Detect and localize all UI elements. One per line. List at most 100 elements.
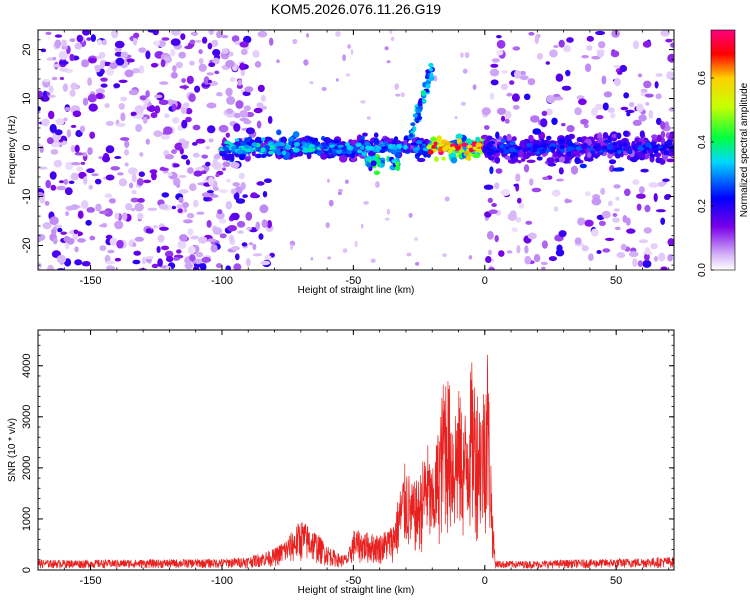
heatmap-cell	[99, 224, 107, 228]
heatmap-cell	[236, 150, 244, 155]
heatmap-cell	[185, 116, 192, 123]
heatmap-cell	[134, 203, 144, 212]
heatmap-cell	[86, 207, 95, 213]
heatmap-cell	[195, 138, 206, 144]
heatmap-cell	[95, 203, 102, 212]
heatmap-cell	[198, 236, 208, 244]
heatmap-cell	[394, 83, 399, 90]
heatmap-cell	[624, 188, 631, 197]
heatmap-cell	[133, 32, 140, 39]
heatmap-cell	[384, 217, 390, 221]
heatmap-cell	[275, 142, 281, 147]
heatmap-cell	[488, 148, 495, 153]
heatmap-cell	[87, 147, 93, 156]
heatmap-cell	[488, 209, 498, 214]
heatmap-cell	[636, 193, 646, 199]
heatmap-cell	[496, 39, 506, 49]
heatmap-cell	[38, 143, 41, 147]
heatmap-cell	[525, 220, 533, 225]
heatmap-cell	[208, 30, 215, 36]
heatmap-cell	[216, 92, 223, 97]
heatmap-cell	[568, 133, 575, 140]
heatmap-cell	[365, 157, 372, 162]
heatmap-cell	[644, 147, 651, 151]
heatmap-cell	[612, 144, 617, 150]
heatmap-cell	[615, 196, 620, 201]
heatmap-cell	[648, 182, 659, 188]
heatmap-cell	[238, 172, 245, 180]
heatmap-cell	[52, 227, 58, 231]
heatmap-cell	[506, 250, 513, 254]
heatmap-cell	[314, 141, 321, 146]
heatmap-cell	[157, 234, 165, 243]
heatmap-cell	[233, 123, 241, 132]
heatmap-cell	[222, 146, 229, 151]
heatmap-cell	[118, 178, 128, 187]
heatmap-cell	[660, 266, 668, 270]
heatmap-cell	[66, 129, 72, 138]
heatmap-cell	[613, 208, 620, 212]
heatmap-cell	[167, 172, 173, 177]
heatmap-cell	[194, 85, 201, 93]
heatmap-cell	[219, 189, 228, 194]
heatmap-cell	[114, 40, 125, 49]
heatmap-cell	[206, 72, 214, 76]
heatmap-cell	[596, 250, 602, 254]
heatmap-cell	[408, 212, 413, 218]
heatmap-cell	[541, 110, 548, 117]
heatmap-cell	[386, 60, 391, 64]
heatmap-cell	[234, 186, 243, 195]
heatmap-cell	[496, 107, 507, 115]
heatmap-cell	[662, 178, 670, 182]
heatmap-cell	[120, 96, 128, 102]
heatmap-cell	[608, 159, 617, 165]
heatmap-cell	[601, 145, 608, 151]
heatmap-cell	[50, 149, 59, 155]
heatmap-cell	[212, 158, 219, 168]
heatmap-cell	[421, 98, 427, 103]
heatmap-cell	[134, 236, 144, 242]
heatmap-cell	[558, 39, 565, 48]
heatmap-cell	[82, 97, 89, 106]
heatmap-cell	[260, 147, 266, 153]
heatmap-cell	[491, 203, 497, 207]
heatmap-cell	[205, 161, 211, 167]
heatmap-cell	[133, 115, 143, 119]
heatmap-cell	[433, 75, 438, 82]
heatmap-cell	[580, 118, 589, 125]
heatmap-cell	[660, 121, 666, 130]
heatmap-cell	[516, 245, 521, 254]
heatmap-cell	[522, 154, 530, 160]
heatmap-cell	[245, 127, 255, 135]
heatmap-cell	[177, 240, 187, 250]
heatmap-cell	[216, 263, 223, 269]
heatmap-cell	[430, 137, 437, 142]
heatmap-cell	[292, 147, 300, 153]
heatmap-cell	[486, 135, 493, 141]
heatmap-cell	[133, 250, 141, 256]
heatmap-cell	[384, 46, 389, 51]
heatmap-cell	[298, 150, 304, 157]
heatmap-cell	[523, 164, 530, 173]
heatmap-cell	[506, 92, 513, 97]
heatmap-cell	[661, 137, 666, 147]
heatmap-cell	[325, 222, 330, 229]
heatmap-cell	[241, 242, 248, 247]
heatmap-cell	[632, 258, 638, 267]
heatmap-cell	[454, 145, 461, 150]
heatmap-cell	[514, 70, 522, 79]
heatmap-cell	[382, 141, 389, 146]
heatmap-cell	[546, 157, 555, 164]
heatmap-cell	[48, 85, 54, 94]
heatmap-cell	[485, 142, 493, 147]
heatmap-cell	[257, 84, 265, 93]
heatmap-cell	[623, 130, 629, 137]
heatmap-cell	[290, 244, 293, 251]
heatmap-cell	[585, 157, 594, 162]
heatmap-cell	[214, 70, 220, 75]
heatmap-cell	[253, 107, 263, 114]
heatmap-cell	[102, 155, 111, 163]
heatmap-cell	[608, 150, 614, 154]
heatmap-cell	[498, 250, 505, 257]
heatmap-cell	[186, 75, 194, 85]
